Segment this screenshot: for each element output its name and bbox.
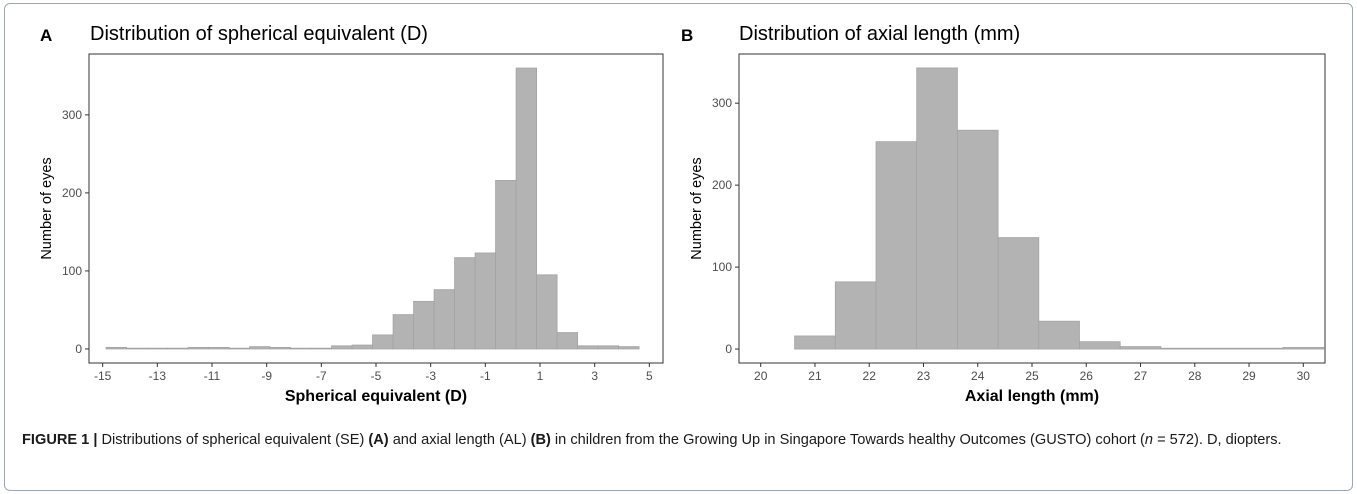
histogram-bar xyxy=(249,346,271,350)
x-tick-label: 23 xyxy=(917,369,931,383)
histogram-bar xyxy=(875,141,918,350)
histogram-bar xyxy=(290,347,312,350)
histogram-bar xyxy=(208,346,230,350)
x-tick-label: 3 xyxy=(591,369,598,383)
x-tick-label: 24 xyxy=(971,369,985,383)
histogram-bar xyxy=(1079,341,1121,350)
x-tick-label: -3 xyxy=(425,369,436,383)
histogram-bar xyxy=(1282,347,1325,350)
histogram-bar xyxy=(997,237,1040,350)
x-tick-label: -5 xyxy=(371,369,382,383)
histogram-bars xyxy=(794,67,1325,350)
panel-a: A Distribution of spherical equivalent (… xyxy=(39,23,664,405)
figure-caption: FIGURE 1 | Distributions of spherical eq… xyxy=(22,429,1337,451)
panel-title: Distribution of axial length (mm) xyxy=(739,23,1020,45)
histogram-bar xyxy=(392,314,414,350)
histogram-bar xyxy=(1119,346,1162,350)
x-tick-label: -9 xyxy=(261,369,272,383)
y-axis: 0 100 200 300 xyxy=(62,108,89,356)
x-tick-label: 27 xyxy=(1134,369,1148,383)
histogram-bar xyxy=(269,346,291,350)
y-axis-label: Number of eyes xyxy=(39,157,55,259)
caption-text: and axial length (AL) xyxy=(388,432,531,448)
x-tick-label: 25 xyxy=(1025,369,1039,383)
caption-ref-a: (A) xyxy=(368,432,389,448)
histogram-bar xyxy=(331,345,353,350)
figure-frame xyxy=(4,3,1353,491)
x-tick-label: 21 xyxy=(808,369,822,383)
histogram-bar xyxy=(351,344,373,350)
x-tick-label: 20 xyxy=(754,369,768,383)
panel-letter: A xyxy=(40,26,52,45)
x-axis: -15 -13 -11 -9 -7 -5 -3 -1 1 3 5 xyxy=(94,363,653,383)
histogram-bars xyxy=(105,67,640,350)
y-tick-label: 0 xyxy=(725,342,732,356)
histogram-bar xyxy=(1038,320,1080,350)
x-axis-label: Axial length (mm) xyxy=(965,388,1099,405)
plot-area-frame xyxy=(88,53,664,364)
x-tick-label: 30 xyxy=(1297,369,1311,383)
histogram-bar xyxy=(577,345,599,350)
y-tick-label: 100 xyxy=(62,264,82,278)
caption-text: Distributions of spherical equivalent (S… xyxy=(97,432,369,448)
histogram-bar xyxy=(556,332,578,350)
caption-ref-b: (B) xyxy=(530,432,551,448)
histogram-bar xyxy=(413,300,435,350)
figure-charts: A Distribution of spherical equivalent (… xyxy=(39,23,1326,405)
x-tick-label: 22 xyxy=(863,369,877,383)
histogram-bar xyxy=(146,347,168,350)
y-tick-label: 0 xyxy=(75,342,82,356)
x-tick-label: 1 xyxy=(537,369,544,383)
histogram-bar xyxy=(495,180,517,350)
histogram-bar xyxy=(228,347,250,350)
histogram-bar xyxy=(597,345,619,350)
x-tick-label: 29 xyxy=(1242,369,1256,383)
panel-letter: B xyxy=(681,26,693,45)
y-tick-label: 100 xyxy=(712,260,732,274)
histogram-bar xyxy=(618,346,640,350)
x-axis: 20 21 22 23 24 25 26 27 28 29 30 xyxy=(754,363,1310,383)
histogram-bar xyxy=(474,252,496,350)
histogram-bar xyxy=(1201,347,1243,350)
histogram-bar xyxy=(794,335,836,350)
y-tick-label: 200 xyxy=(712,178,732,192)
histogram-bar xyxy=(167,347,189,350)
x-tick-label: 28 xyxy=(1188,369,1202,383)
histogram-bar xyxy=(310,347,332,350)
histogram-bar xyxy=(1241,347,1284,350)
x-tick-label: -1 xyxy=(480,369,491,383)
panel-b: B Distribution of axial length (mm) 20 21… xyxy=(681,23,1326,405)
x-tick-label: -13 xyxy=(149,369,167,383)
caption-text: in children from the Growing Up in Singa… xyxy=(550,432,1145,448)
histogram-bar xyxy=(433,289,455,350)
histogram-bar xyxy=(515,67,537,350)
y-tick-label: 200 xyxy=(62,186,82,200)
histogram-bar xyxy=(126,347,148,350)
caption-label: FIGURE 1 | xyxy=(22,432,98,448)
x-tick-label: 5 xyxy=(646,369,653,383)
histogram-bar xyxy=(454,257,476,350)
x-axis-label: Spherical equivalent (D) xyxy=(285,388,467,405)
histogram-bar xyxy=(956,129,999,350)
histogram-bar xyxy=(916,67,958,350)
y-tick-label: 300 xyxy=(62,108,82,122)
x-tick-label: -7 xyxy=(316,369,327,383)
y-axis-label: Number of eyes xyxy=(689,157,705,259)
histogram-bar xyxy=(372,334,394,350)
histogram-bar xyxy=(187,346,209,350)
x-tick-label: -15 xyxy=(94,369,112,383)
y-axis: 0 100 200 300 xyxy=(712,96,739,356)
y-tick-label: 300 xyxy=(712,96,732,110)
histogram-bar xyxy=(834,281,877,350)
panel-title: Distribution of spherical equivalent (D) xyxy=(90,23,428,45)
caption-n-variable: n xyxy=(1144,432,1154,448)
histogram-bar xyxy=(1160,347,1202,350)
x-tick-label: 26 xyxy=(1080,369,1094,383)
caption-text: = 572). D, diopters. xyxy=(1153,432,1282,448)
x-tick-label: -11 xyxy=(204,369,221,383)
histogram-bar xyxy=(536,274,558,350)
histogram-bar xyxy=(105,346,127,350)
